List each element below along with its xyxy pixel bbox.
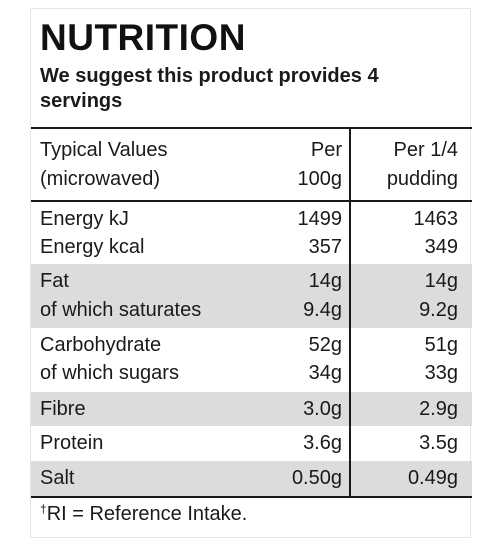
nutrition-panel: NUTRITION We suggest this product provid… [30, 8, 472, 538]
value-fat-100g: 14g [308, 270, 342, 292]
row-label-energy-kcal: Energy kcal [40, 236, 145, 258]
header-microwaved: (microwaved) [40, 168, 161, 190]
value-salt-serving: 0.49g [407, 467, 458, 489]
value-carbohydrate-100g: 52g [308, 334, 342, 356]
value-carbohydrate-serving: 51g [424, 334, 458, 356]
row-label-salt: Salt [40, 467, 75, 489]
value-sugars-serving: 33g [424, 362, 458, 384]
table-bottom-rule [31, 496, 472, 498]
header-100g: 100g [297, 168, 343, 190]
footnote-text: RI = Reference Intake. [46, 503, 248, 525]
row-label-sugars: of which sugars [40, 362, 179, 384]
value-salt-100g: 0.50g [291, 467, 342, 489]
value-sugars-100g: 34g [308, 362, 342, 384]
row-label-carbohydrate: Carbohydrate [40, 334, 162, 356]
table-header-row: Typical Values (microwaved) Per 100g Per… [31, 131, 472, 197]
value-energy-kj-serving: 1463 [413, 208, 459, 230]
row-label-fibre: Fibre [40, 398, 86, 420]
salt-row: Salt 0.50g 0.49g [31, 461, 472, 496]
value-protein-serving: 3.5g [419, 432, 458, 454]
row-label-energy-kj: Energy kJ [40, 208, 129, 230]
value-fibre-serving: 2.9g [419, 398, 458, 420]
row-label-protein: Protein [40, 432, 104, 454]
carbohydrate-group: Carbohydrate 52g 51g of which sugars 34g… [31, 328, 472, 392]
fibre-row: Fibre 3.0g 2.9g [31, 392, 472, 426]
value-energy-kj-100g: 1499 [297, 208, 343, 230]
header-per: Per [310, 139, 342, 161]
protein-row: Protein 3.6g 3.5g [31, 426, 472, 460]
table-top-rule [31, 127, 472, 129]
row-label-saturates: of which saturates [40, 299, 202, 321]
servings-statement: We suggest this product provides 4 servi… [40, 65, 379, 112]
value-saturates-100g: 9.4g [303, 299, 342, 321]
header-typical-values: Typical Values [40, 139, 168, 161]
fat-group: Fat 14g 14g of which saturates 9.4g 9.2g [31, 264, 472, 328]
value-protein-100g: 3.6g [303, 432, 342, 454]
dagger-symbol: † [40, 502, 47, 516]
value-saturates-serving: 9.2g [419, 299, 458, 321]
value-fat-serving: 14g [424, 270, 458, 292]
column-divider [349, 127, 351, 496]
header-pudding: pudding [386, 168, 458, 190]
energy-group: Energy kJ 1499 1463 Energy kcal 357 349 [31, 200, 472, 264]
nutrition-title: NUTRITION [40, 17, 246, 58]
reference-intake-footnote: †RI = Reference Intake. [40, 502, 247, 526]
value-fibre-100g: 3.0g [303, 398, 342, 420]
value-energy-kcal-serving: 349 [424, 236, 458, 258]
row-label-fat: Fat [40, 270, 69, 292]
header-per-quarter: Per 1/4 [393, 139, 458, 161]
value-energy-kcal-100g: 357 [308, 236, 342, 258]
